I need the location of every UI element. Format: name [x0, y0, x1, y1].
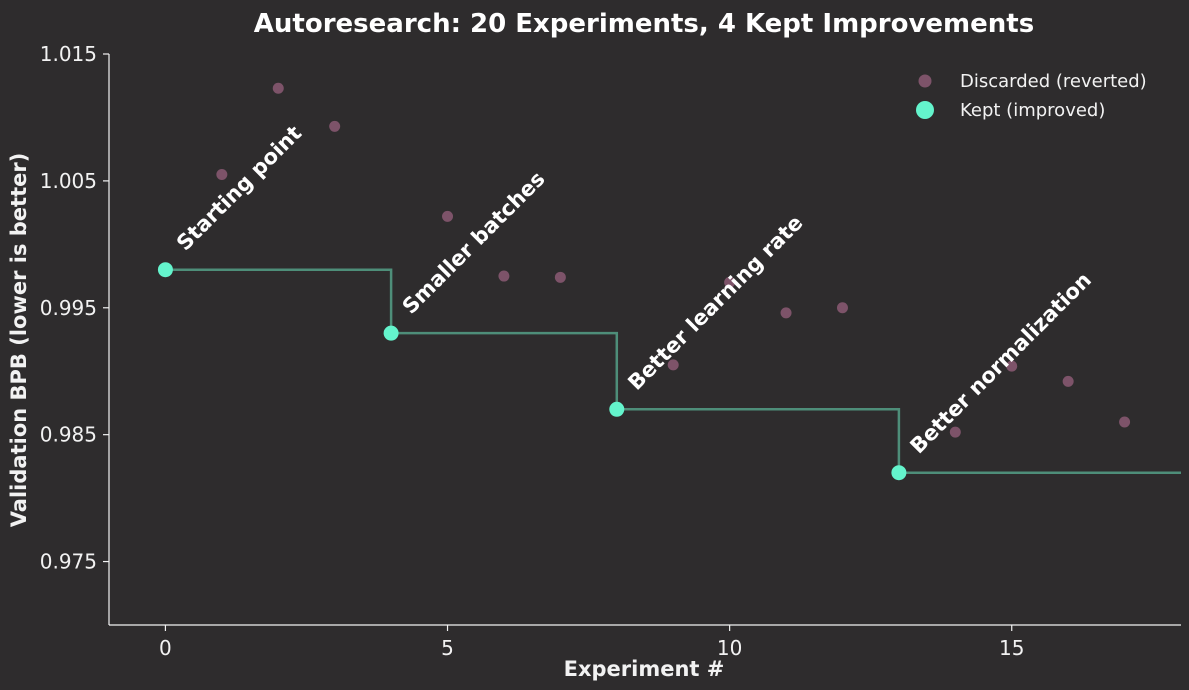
discarded-point [724, 276, 736, 288]
y-tick-label: 0.995 [40, 296, 97, 320]
annotation-label: Smaller batches [398, 167, 550, 319]
legend-marker-discarded [918, 74, 932, 88]
x-tick-label: 15 [999, 636, 1024, 660]
legend-label-kept: Kept (improved) [960, 100, 1105, 121]
discarded-point [1062, 375, 1074, 387]
best-so-far-line [165, 268, 1181, 474]
discarded-point [949, 426, 961, 438]
chart-title: Autoresearch: 20 Experiments, 4 Kept Imp… [254, 9, 1034, 39]
x-tick-label: 10 [717, 636, 742, 660]
discarded-point [272, 82, 284, 94]
kept-points [157, 262, 907, 481]
y-tick-label: 1.005 [40, 169, 97, 193]
discarded-point [442, 210, 454, 222]
discarded-point [780, 307, 792, 319]
kept-point [891, 465, 907, 481]
plot-area: Starting point Smaller batches Better lear… [157, 82, 1181, 481]
discarded-point [1119, 416, 1131, 428]
kept-point [383, 325, 399, 341]
x-axis-label: Experiment # [564, 657, 725, 681]
discarded-point [216, 169, 228, 181]
y-tick-label: 1.015 [40, 42, 97, 66]
discarded-point [554, 271, 566, 283]
annotation-label: Starting point [172, 121, 306, 255]
annotations: Starting point Smaller batches Better lear… [172, 121, 1096, 458]
discarded-point [836, 302, 848, 314]
discarded-point [667, 359, 679, 371]
discarded-points [216, 82, 1131, 438]
legend: Discarded (reverted) Kept (improved) [916, 71, 1147, 121]
x-tick-label: 0 [159, 636, 172, 660]
discarded-point [329, 120, 341, 132]
annotation-label: Better learning rate [623, 211, 807, 395]
kept-point [157, 262, 173, 278]
kept-point [609, 401, 625, 417]
x-ticks: 0 5 10 15 [159, 625, 1024, 660]
discarded-point [498, 270, 510, 282]
annotation-label: Better normalization [905, 268, 1096, 459]
x-tick-label: 5 [441, 636, 454, 660]
best-so-far-step-line [165, 268, 1181, 474]
legend-marker-kept [916, 101, 934, 119]
discarded-point [1006, 360, 1018, 372]
y-tick-label: 0.985 [40, 423, 97, 447]
y-tick-label: 0.975 [40, 550, 97, 574]
legend-label-discarded: Discarded (reverted) [960, 71, 1147, 92]
y-axis-label: Validation BPB (lower is better) [7, 153, 31, 528]
y-ticks: 0.975 0.985 0.995 1.005 1.015 [40, 42, 109, 574]
